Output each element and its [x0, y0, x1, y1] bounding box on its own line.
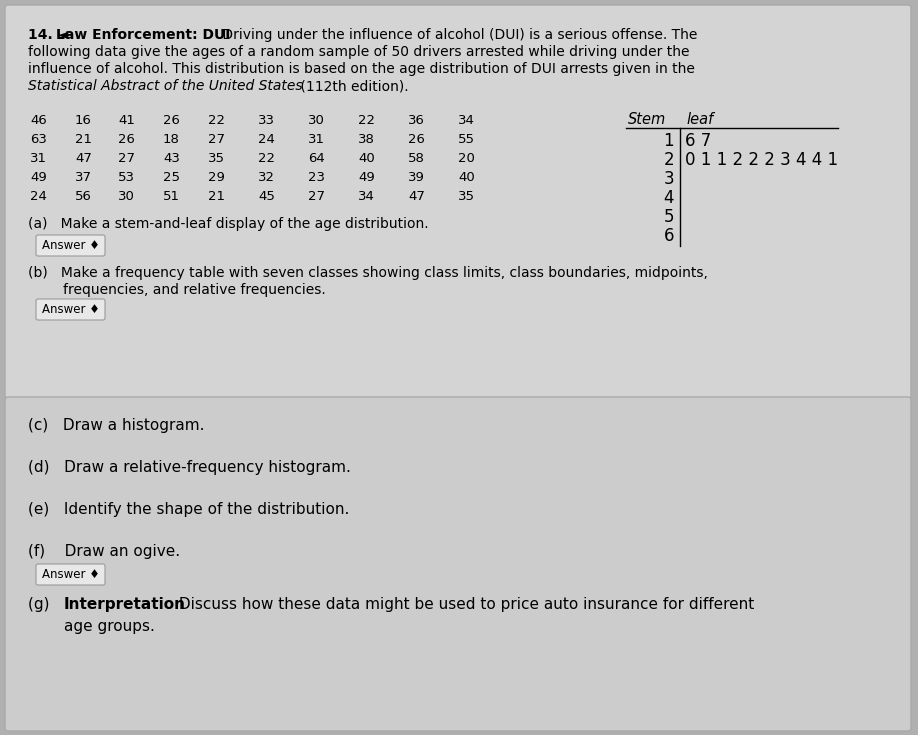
- Text: 43: 43: [163, 152, 180, 165]
- Text: 33: 33: [258, 114, 275, 127]
- Text: Answer ♦: Answer ♦: [41, 568, 99, 581]
- Text: 53: 53: [118, 171, 135, 184]
- Text: 45: 45: [258, 190, 274, 203]
- FancyBboxPatch shape: [5, 5, 911, 399]
- Text: 26: 26: [408, 133, 425, 146]
- Text: 21: 21: [75, 133, 92, 146]
- Text: 6: 6: [664, 227, 674, 245]
- Text: 40: 40: [458, 171, 475, 184]
- FancyBboxPatch shape: [36, 564, 105, 585]
- Text: 58: 58: [408, 152, 425, 165]
- Text: Statistical Abstract of the United States: Statistical Abstract of the United State…: [28, 79, 303, 93]
- Text: Answer ♦: Answer ♦: [41, 239, 99, 252]
- Text: Driving under the influence of alcohol (DUI) is a serious offense. The: Driving under the influence of alcohol (…: [218, 28, 698, 42]
- Text: Discuss how these data might be used to price auto insurance for different: Discuss how these data might be used to …: [174, 597, 755, 612]
- Text: 29: 29: [208, 171, 225, 184]
- Text: Interpretation: Interpretation: [64, 597, 186, 612]
- Text: 24: 24: [258, 133, 274, 146]
- Text: 30: 30: [308, 114, 325, 127]
- Text: (112th edition).: (112th edition).: [296, 79, 409, 93]
- Text: 40: 40: [358, 152, 375, 165]
- Text: 4: 4: [664, 189, 674, 207]
- Text: 2: 2: [664, 151, 674, 169]
- Text: 41: 41: [118, 114, 135, 127]
- FancyBboxPatch shape: [36, 235, 105, 256]
- Text: 49: 49: [30, 171, 47, 184]
- Text: (c)   Draw a histogram.: (c) Draw a histogram.: [28, 418, 205, 433]
- Text: 51: 51: [163, 190, 180, 203]
- Text: 35: 35: [208, 152, 225, 165]
- Text: influence of alcohol. This distribution is based on the age distribution of DUI : influence of alcohol. This distribution …: [28, 62, 695, 76]
- Text: 18: 18: [163, 133, 180, 146]
- Text: leaf: leaf: [686, 112, 713, 127]
- Text: 25: 25: [163, 171, 180, 184]
- Text: frequencies, and relative frequencies.: frequencies, and relative frequencies.: [28, 283, 326, 297]
- Text: 63: 63: [30, 133, 47, 146]
- Text: Stem: Stem: [628, 112, 666, 127]
- Text: 6 7: 6 7: [685, 132, 711, 150]
- Text: 64: 64: [308, 152, 325, 165]
- Text: (d)   Draw a relative-frequency histogram.: (d) Draw a relative-frequency histogram.: [28, 460, 351, 475]
- Text: 49: 49: [358, 171, 375, 184]
- Text: 24: 24: [30, 190, 47, 203]
- Text: (b)   Make a frequency table with seven classes showing class limits, class boun: (b) Make a frequency table with seven cl…: [28, 266, 708, 280]
- Text: 31: 31: [308, 133, 325, 146]
- Text: 27: 27: [308, 190, 325, 203]
- Text: (a)   Make a stem-and-leaf display of the age distribution.: (a) Make a stem-and-leaf display of the …: [28, 217, 429, 231]
- FancyBboxPatch shape: [36, 299, 105, 320]
- Text: 1: 1: [664, 132, 674, 150]
- Text: 22: 22: [358, 114, 375, 127]
- Text: age groups.: age groups.: [64, 619, 155, 634]
- Text: 21: 21: [208, 190, 225, 203]
- Text: 27: 27: [208, 133, 225, 146]
- Text: 16: 16: [75, 114, 92, 127]
- Text: 22: 22: [258, 152, 275, 165]
- Text: (f)    Draw an ogive.: (f) Draw an ogive.: [28, 544, 180, 559]
- Text: 46: 46: [30, 114, 47, 127]
- Text: 26: 26: [118, 133, 135, 146]
- Text: 30: 30: [118, 190, 135, 203]
- Text: 27: 27: [118, 152, 135, 165]
- Text: 56: 56: [75, 190, 92, 203]
- Text: 39: 39: [408, 171, 425, 184]
- Text: (g): (g): [28, 597, 64, 612]
- Text: 47: 47: [75, 152, 92, 165]
- Text: 36: 36: [408, 114, 425, 127]
- Text: 55: 55: [458, 133, 475, 146]
- Text: 0 1 1 2 2 2 3 4 4 1: 0 1 1 2 2 2 3 4 4 1: [685, 151, 838, 169]
- Text: (e)   Identify the shape of the distribution.: (e) Identify the shape of the distributi…: [28, 502, 350, 517]
- Text: following data give the ages of a random sample of 50 drivers arrested while dri: following data give the ages of a random…: [28, 45, 689, 59]
- Text: 23: 23: [308, 171, 325, 184]
- Text: 47: 47: [408, 190, 425, 203]
- Text: 26: 26: [163, 114, 180, 127]
- Text: 22: 22: [208, 114, 225, 127]
- FancyBboxPatch shape: [5, 397, 911, 731]
- Text: 35: 35: [458, 190, 475, 203]
- Text: Answer ♦: Answer ♦: [41, 303, 99, 316]
- Text: 38: 38: [358, 133, 375, 146]
- Text: 32: 32: [258, 171, 275, 184]
- Text: 37: 37: [75, 171, 92, 184]
- Text: 20: 20: [458, 152, 475, 165]
- Text: Law Enforcement: DUI: Law Enforcement: DUI: [56, 28, 230, 42]
- Text: 5: 5: [664, 208, 674, 226]
- Text: 34: 34: [458, 114, 475, 127]
- Text: 3: 3: [664, 170, 674, 188]
- Text: 34: 34: [358, 190, 375, 203]
- Text: 31: 31: [30, 152, 47, 165]
- Text: 14. ◄: 14. ◄: [28, 28, 73, 42]
